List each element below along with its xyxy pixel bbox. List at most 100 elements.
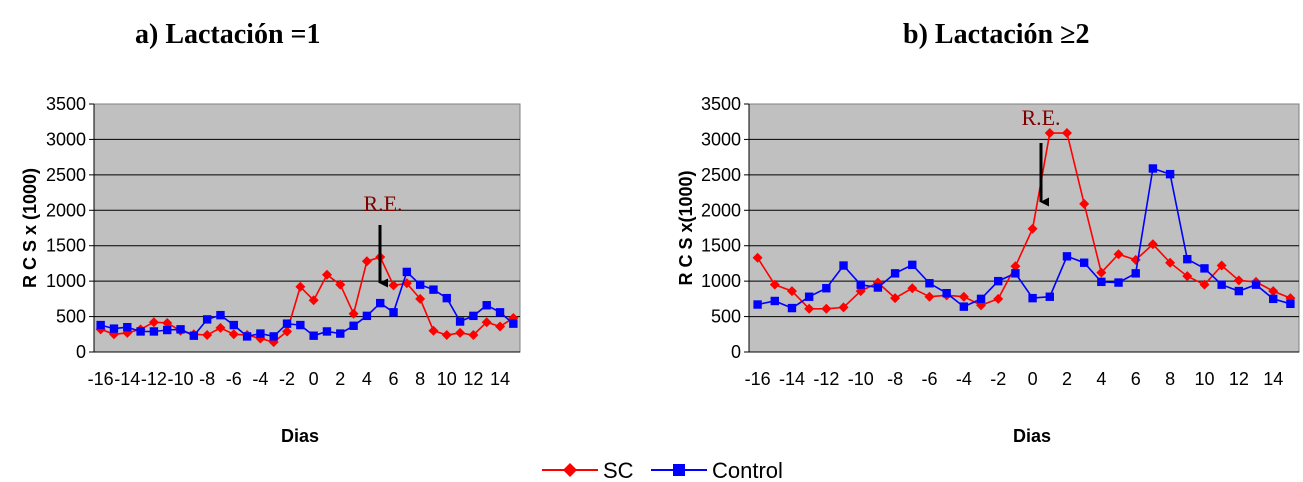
chart-b-x-tick-label: 12 <box>1229 369 1249 389</box>
chart-a-point-sc <box>481 317 492 328</box>
chart-b-y-axis-label: R C S x(1000) <box>676 170 696 285</box>
chart-b-point-sc <box>1182 271 1193 282</box>
chart-b-point-sc <box>1027 223 1038 234</box>
chart-a-y-tick-label: 3500 <box>46 94 86 114</box>
legend-item-sc: SC <box>542 458 634 482</box>
chart-b-point-control <box>925 279 934 288</box>
chart-b-point-control <box>890 269 900 278</box>
chart-b-x-axis-label: Dias <box>1013 426 1051 446</box>
chart-a-point-control <box>163 325 172 335</box>
chart-a-y-tick-label: 2000 <box>46 200 86 220</box>
chart-a-x-tick-label: 10 <box>437 369 457 389</box>
chart-b-point-sc <box>1233 275 1244 286</box>
chart-a-point-sc <box>348 308 359 319</box>
chart-b-point-sc <box>1113 249 1124 260</box>
chart-a-point-control <box>389 308 398 317</box>
chart-a-x-tick-label: 6 <box>389 369 399 389</box>
chart-a-point-control <box>322 327 332 336</box>
chart-a-point-control <box>495 308 505 317</box>
chart-a-point-control <box>469 311 478 321</box>
chart-a-title: a) Lactación =1 <box>135 19 321 50</box>
chart-a-x-tick-label: 0 <box>309 369 319 389</box>
chart-a-point-control <box>242 332 252 341</box>
chart-a-x-tick-label: 14 <box>490 369 510 389</box>
chart-b-point-sc <box>993 293 1004 304</box>
chart-b-point-control <box>1045 292 1054 301</box>
chart-b-point-control <box>1028 293 1037 303</box>
chart-a-plot-area <box>93 103 521 353</box>
chart-b-point-sc <box>1079 198 1090 209</box>
chart-a-x-tick-label: -16 <box>88 369 114 389</box>
chart-b-point-control <box>1148 164 1158 173</box>
chart-a-point-sc <box>415 293 426 304</box>
chart-a-y-tick-label: 3000 <box>46 129 86 149</box>
legend-label-control: Control <box>712 458 783 482</box>
chart-a-x-tick-label: -4 <box>252 369 268 389</box>
chart-a-point-sc <box>228 329 239 340</box>
chart-a-point-sc <box>335 279 346 290</box>
chart-b-y-tick-label: 2000 <box>701 200 741 220</box>
chart-a-point-control <box>415 280 425 289</box>
chart-a-point-control <box>282 319 292 328</box>
chart-a-series <box>95 252 519 348</box>
chart-a-x-tick-label: -10 <box>168 369 194 389</box>
chart-a: 0 500 1000 1500 2000 2500 3000 3500 -16 -14 -12 -1… <box>20 94 521 446</box>
chart-a-point-control <box>256 329 265 338</box>
chart-a-point-control <box>455 317 465 326</box>
chart-b-x-ticks: -16 -14 -12 -10 -8 -6 -4 -2 0 2 4 6 8 10 12 14 <box>745 369 1284 389</box>
chart-a-point-sc <box>202 329 213 340</box>
chart-a-x-tick-label: 2 <box>335 369 345 389</box>
chart-b-x-tick-label: -6 <box>921 369 937 389</box>
chart-a-point-sc <box>215 322 226 333</box>
chart-a-point-control <box>149 327 159 336</box>
chart-a-point-control <box>176 325 185 334</box>
chart-b-point-sc <box>924 291 935 302</box>
chart-b-point-sc <box>804 303 815 314</box>
chart-a-x-axis-label: Dias <box>281 426 319 446</box>
chart-b-x-tick-label: -4 <box>956 369 972 389</box>
chart-a-point-control <box>96 320 105 330</box>
chart-b-y-tick-label: 3500 <box>701 94 741 114</box>
chart-b-point-control <box>839 261 848 270</box>
chart-a-point-control <box>123 323 132 332</box>
chart-b-point-control <box>822 284 831 293</box>
chart-a-point-control <box>482 301 491 310</box>
chart-b-point-sc <box>1096 267 1107 278</box>
chart-a-x-tick-label: -8 <box>199 369 215 389</box>
chart-b-point-control <box>873 283 883 292</box>
chart-b-x-tick-label: -14 <box>779 369 805 389</box>
chart-b-point-control <box>1269 294 1278 304</box>
chart-b-point-sc <box>907 283 918 294</box>
chart-b-point-sc <box>1268 286 1279 297</box>
chart-a-point-control <box>336 329 345 338</box>
chart-b-point-control <box>1251 280 1261 289</box>
chart-a-point-control <box>109 324 119 333</box>
chart-b-point-control <box>1183 254 1192 264</box>
chart-b-point-control <box>1062 252 1072 261</box>
chart-b-point-control <box>804 292 814 301</box>
chart-a-point-control <box>216 310 225 320</box>
chart-a-point-sc <box>468 329 479 340</box>
chart-b-x-tick-label: 8 <box>1165 369 1175 389</box>
chart-b-point-control <box>856 280 865 289</box>
chart-b-point-sc <box>1147 239 1158 250</box>
chart-a-point-sc <box>441 329 452 340</box>
chart-a-point-control <box>202 315 212 324</box>
chart-a-point-control <box>376 298 385 308</box>
legend: SC Control <box>542 458 783 482</box>
chart-a-y-axis-label: R C S x (1000) <box>20 168 40 288</box>
chart-b-x-tick-label: -10 <box>848 369 874 389</box>
chart-a-point-control <box>429 285 438 294</box>
chart-a-x-tick-label: 12 <box>463 369 483 389</box>
chart-b-point-sc <box>1199 279 1210 290</box>
chart-a-x-tick-label: -12 <box>141 369 167 389</box>
chart-b-point-control <box>908 260 917 270</box>
chart-b-point-sc <box>1061 128 1072 139</box>
chart-a-y-ticks: 0 500 1000 1500 2000 2500 3000 3500 <box>46 94 94 362</box>
chart-a-point-sc <box>361 256 372 267</box>
chart-a-point-control <box>296 320 305 330</box>
chart-b-point-control <box>753 300 762 309</box>
chart-a-point-sc <box>295 281 306 292</box>
chart-b-point-control <box>1286 299 1295 309</box>
chart-b-point-sc <box>890 293 901 304</box>
